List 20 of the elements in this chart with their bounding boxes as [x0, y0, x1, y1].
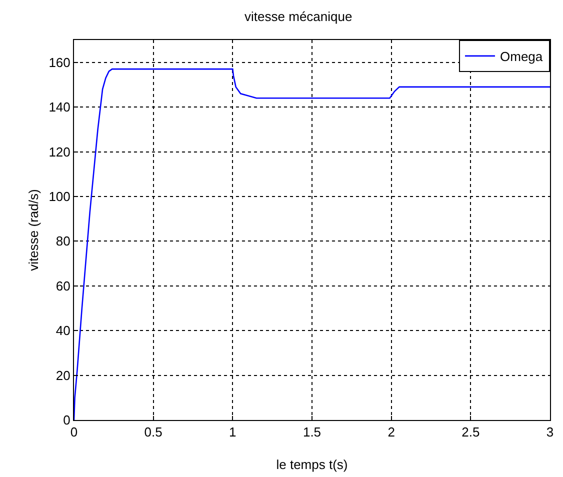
- y-axis-title: vitesse (rad/s): [26, 189, 41, 271]
- y-tick-label: 0: [63, 412, 70, 428]
- y-tick-label: 120: [48, 144, 70, 160]
- x-tick-label: 3: [546, 424, 554, 440]
- y-tick-label: 40: [56, 323, 70, 338]
- x-tick-label: 1.5: [302, 424, 322, 440]
- y-tick-label: 100: [48, 189, 70, 204]
- legend-label: Omega: [500, 49, 544, 64]
- y-tick-label: 20: [56, 368, 70, 383]
- y-tick-label: 160: [48, 54, 70, 70]
- line-series: [74, 68, 550, 420]
- y-tick-label: 60: [56, 278, 70, 294]
- x-tick-label: 0.5: [144, 424, 162, 440]
- x-axis-title: le temps t(s): [276, 457, 348, 472]
- y-tick-label: 140: [48, 100, 70, 115]
- x-tick-label: 2: [388, 424, 395, 440]
- chart-title: vitesse mécanique: [244, 9, 352, 24]
- y-tick-label: 80: [56, 234, 70, 249]
- x-tick-label: 2.5: [462, 424, 480, 440]
- x-tick-label: 1: [229, 424, 236, 440]
